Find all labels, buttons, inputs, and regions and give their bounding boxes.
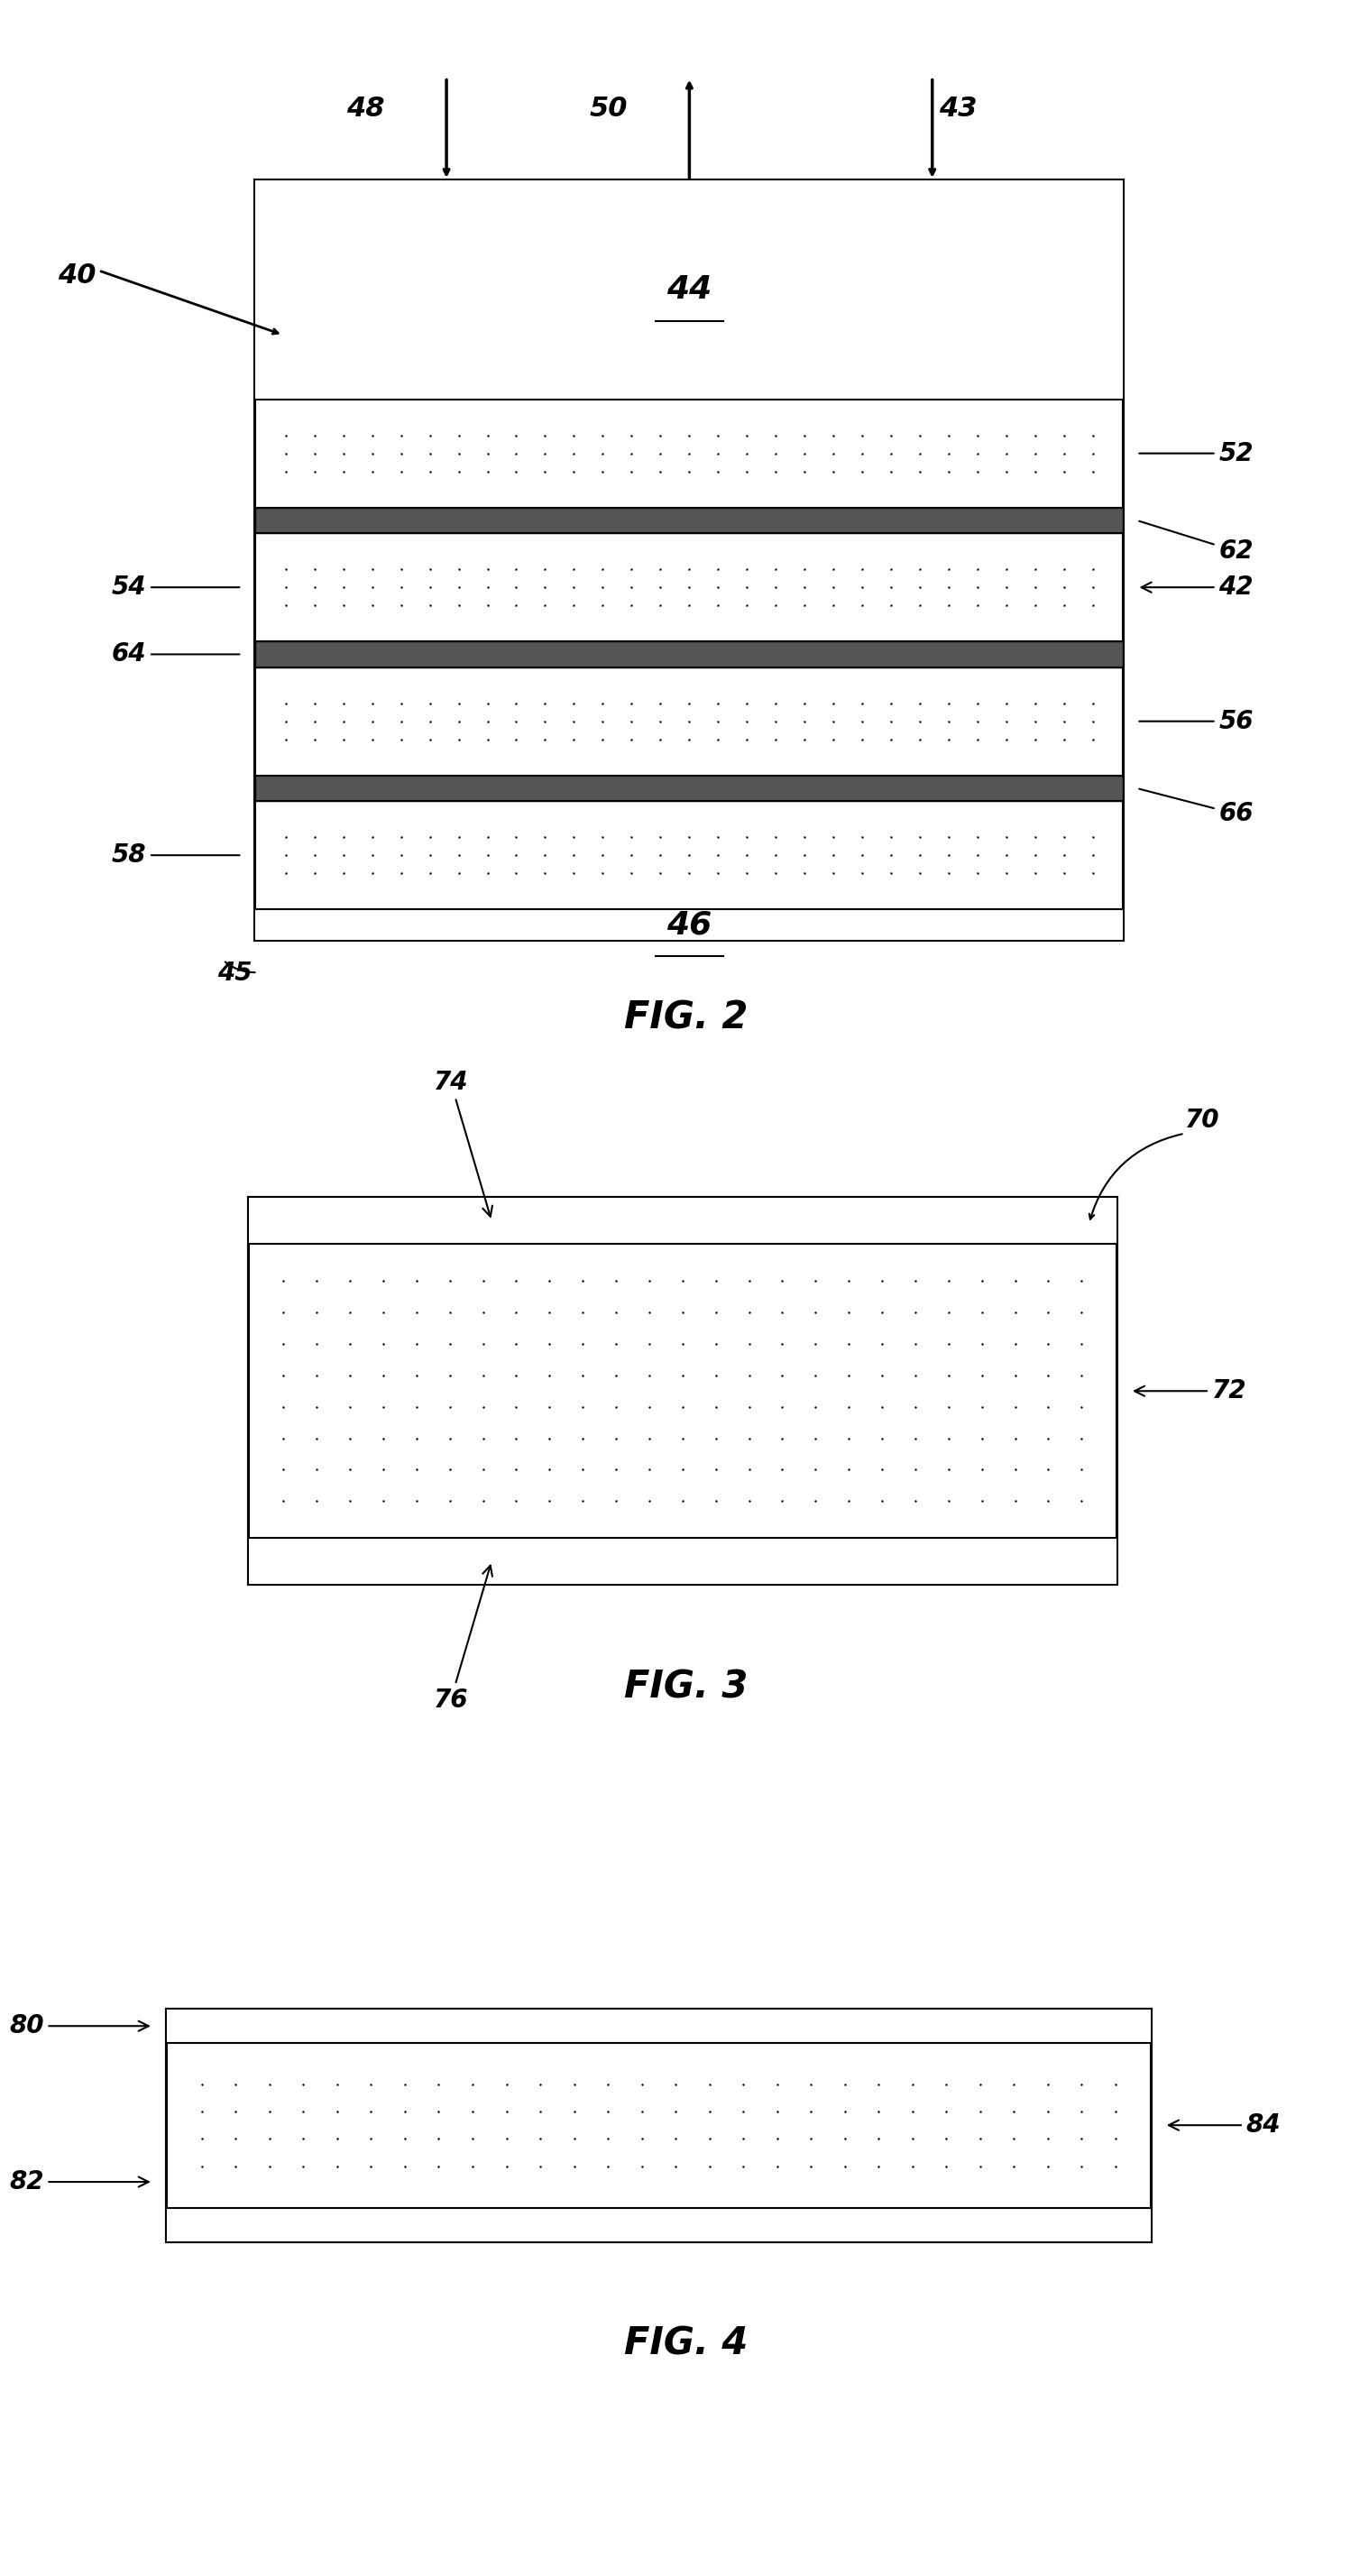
- Text: 45: 45: [218, 961, 252, 987]
- Bar: [256, 801, 1123, 909]
- Text: 46: 46: [667, 909, 712, 940]
- Text: 70: 70: [1184, 1108, 1220, 1133]
- Bar: [167, 2043, 1150, 2208]
- Bar: [256, 533, 1123, 641]
- Bar: [167, 2009, 1150, 2241]
- Bar: [256, 180, 1123, 940]
- Text: 84: 84: [1169, 2112, 1281, 2138]
- Bar: [256, 775, 1123, 801]
- Text: FIG. 3: FIG. 3: [624, 1669, 747, 1705]
- Text: 64: 64: [112, 641, 240, 667]
- Bar: [256, 180, 1123, 399]
- Text: 52: 52: [1139, 440, 1254, 466]
- Bar: [256, 909, 1123, 940]
- Bar: [256, 667, 1123, 775]
- Bar: [249, 1198, 1116, 1584]
- Bar: [256, 801, 1123, 909]
- Bar: [256, 399, 1123, 507]
- Text: FIG. 4: FIG. 4: [624, 2326, 747, 2362]
- Bar: [167, 2208, 1150, 2241]
- Text: 76: 76: [434, 1566, 493, 1713]
- Bar: [256, 399, 1123, 507]
- Bar: [249, 1538, 1116, 1584]
- Text: 62: 62: [1139, 520, 1254, 564]
- Bar: [256, 507, 1123, 533]
- Bar: [256, 533, 1123, 641]
- Bar: [249, 1244, 1116, 1538]
- Bar: [249, 1244, 1116, 1538]
- Text: 80: 80: [10, 2014, 149, 2038]
- Text: 58: 58: [112, 842, 240, 868]
- Bar: [167, 2009, 1150, 2043]
- Text: 82: 82: [10, 2169, 149, 2195]
- Text: 72: 72: [1135, 1378, 1247, 1404]
- Text: 42: 42: [1142, 574, 1254, 600]
- Text: FIG. 2: FIG. 2: [624, 999, 747, 1036]
- Bar: [256, 641, 1123, 667]
- Text: 40: 40: [57, 263, 96, 289]
- Text: 50: 50: [590, 95, 628, 121]
- Text: 66: 66: [1139, 788, 1254, 827]
- Bar: [249, 1198, 1116, 1244]
- Bar: [256, 667, 1123, 775]
- Text: 74: 74: [434, 1069, 493, 1216]
- Text: 48: 48: [346, 95, 385, 121]
- Bar: [167, 2043, 1150, 2208]
- Text: 56: 56: [1139, 708, 1254, 734]
- Text: 54: 54: [112, 574, 240, 600]
- Text: 44: 44: [667, 276, 712, 304]
- Text: 43: 43: [939, 95, 977, 121]
